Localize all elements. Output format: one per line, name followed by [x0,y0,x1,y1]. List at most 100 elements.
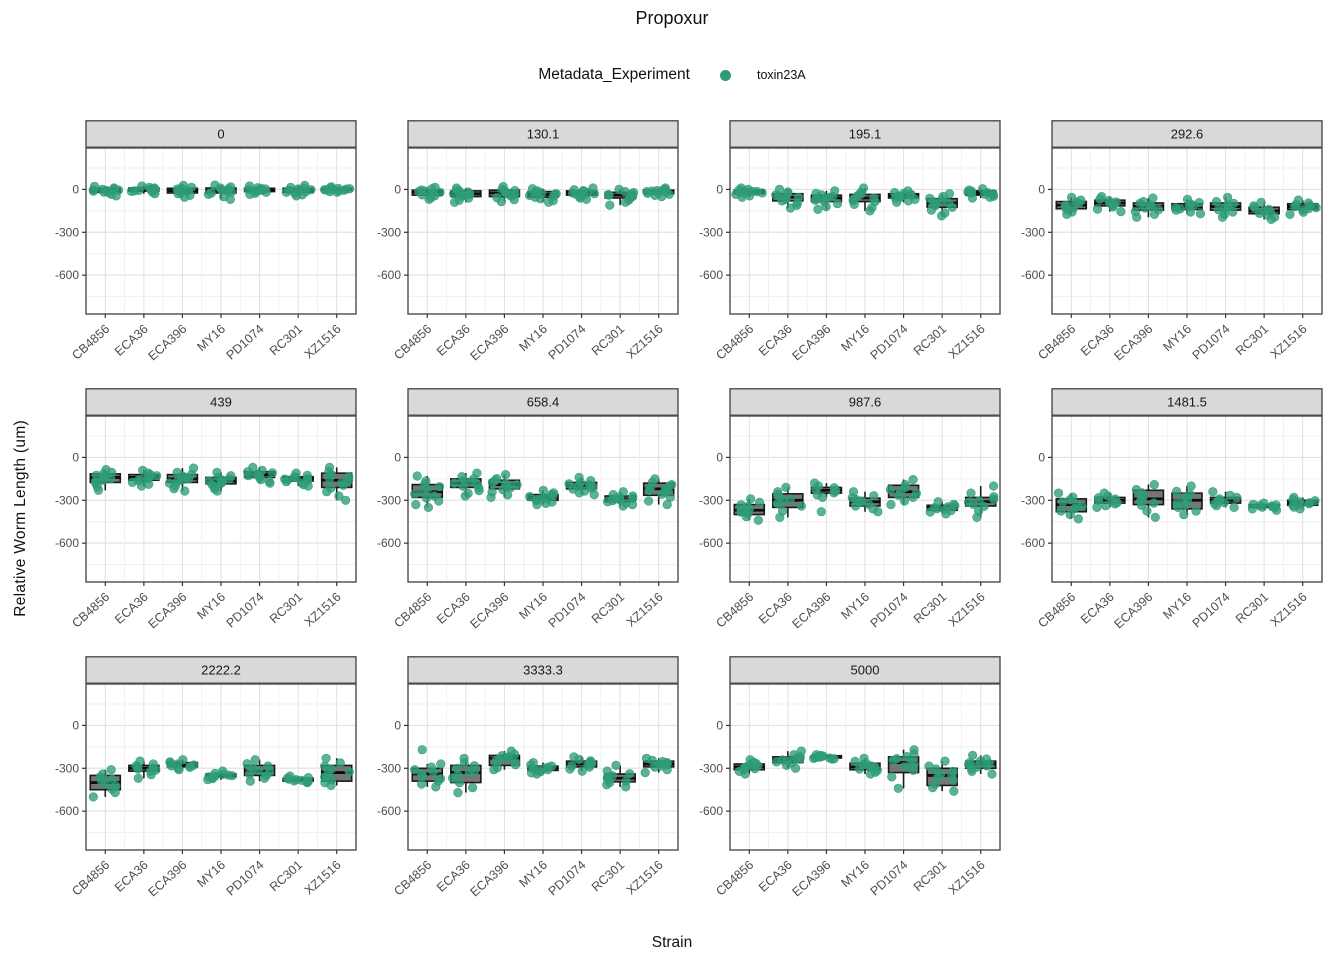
jitter-point [501,469,511,480]
y-tick-label: 0 [716,450,723,464]
jitter-point [1142,506,1152,516]
jitter-point [947,202,957,212]
jitter-point [1108,202,1118,212]
legend: Metadata_Experiment toxin23A [0,66,1344,84]
x-tick-label: RC301 [267,322,305,358]
jitter-point [785,203,796,213]
jitter-point [322,487,332,497]
jitter-point [281,477,291,487]
jitter-point [899,496,910,506]
jitter-point [1257,502,1267,512]
jitter-point [458,481,468,491]
jitter-point [625,769,635,779]
jitter-point [589,189,600,199]
jitter-point [928,783,938,793]
jitter-point [818,492,828,502]
facet-cell: 3333.3 0 -300 -600 CB4856 ECA36 ECA396 MY16 PD10… [358,656,680,916]
y-tick-label: -600 [377,804,401,818]
x-tick-label: CB4856 [391,590,434,631]
x-tick-label: ECA396 [1111,322,1155,364]
facet-cell: 0 0 -300 -600 CB4856 ECA36 ECA396 MY16 PD1074 RC3… [36,120,358,380]
facet-label: 439 [210,395,232,410]
x-tick-label: XZ1516 [302,590,344,630]
facet-label: 292.6 [1171,127,1204,142]
jitter-point [816,507,826,517]
x-tick-label: RC301 [589,322,627,358]
jitter-point [967,766,977,776]
jitter-point [795,754,805,764]
x-tick-label: MY16 [194,858,228,890]
jitter-point [565,764,575,774]
jitter-point [781,482,791,492]
jitter-point [136,481,147,491]
jitter-point [503,490,513,500]
x-tick-label: ECA396 [145,590,189,632]
jitter-point [532,769,542,779]
jitter-point [603,497,613,507]
jitter-point [454,777,465,788]
jitter-point [185,762,195,772]
jitter-point [1195,209,1206,219]
jitter-point [541,498,551,508]
jitter-point [851,501,861,511]
jitter-point [261,187,271,197]
jitter-point [453,788,463,798]
x-tick-label: CB4856 [1035,590,1078,631]
jitter-point [790,763,801,773]
x-tick-label: RC301 [1233,322,1271,358]
jitter-point [428,767,438,777]
y-tick-label: 0 [394,718,401,732]
x-tick-label: RC301 [589,858,627,894]
y-tick-label: 0 [394,182,401,196]
jitter-point [225,194,235,204]
jitter-point [832,199,843,209]
jitter-point [1149,479,1159,490]
facet-grid: 0 0 -300 -600 CB4856 ECA36 ECA396 MY16 PD1074 RC3… [36,120,1324,916]
jitter-point [908,765,918,775]
facet-cell: 987.6 0 -300 -600 CB4856 ECA36 ECA396 MY16 PD107… [680,388,1002,648]
x-tick-label: CB4856 [713,858,756,899]
y-axis-title: Relative Worm Length (um) [12,419,29,617]
x-tick-label: XZ1516 [624,322,666,362]
jitter-point [850,756,860,766]
x-tick-label: CB4856 [391,858,434,899]
jitter-point [1185,207,1196,217]
x-tick-label: PD1074 [868,590,911,631]
jitter-point [1136,500,1147,510]
x-tick-label: PD1074 [224,322,267,363]
y-tick-label: -300 [55,493,79,507]
y-tick-label: -300 [1021,493,1045,507]
facet-label: 2222.2 [201,663,241,678]
jitter-point [775,512,785,522]
jitter-point [968,499,978,509]
jitter-point [574,488,584,498]
jitter-point [985,192,995,202]
y-tick-label: -300 [377,225,401,239]
jitter-point [110,788,120,798]
jitter-point [434,496,444,506]
x-tick-label: ECA396 [467,858,511,900]
jitter-point [1179,509,1189,520]
facet-strip [729,388,1001,416]
x-tick-label: PD1074 [546,858,589,899]
jitter-point [925,507,935,517]
jitter-point [1247,504,1257,514]
x-tick-label: ECA396 [145,322,189,364]
x-tick-label: RC301 [267,858,305,894]
jitter-point [1311,202,1321,213]
jitter-point [827,754,837,764]
x-tick-label: PD1074 [868,858,911,899]
y-tick-label: -600 [55,804,79,818]
jitter-point [640,767,650,778]
y-tick-label: 0 [716,718,723,732]
jitter-point [849,199,859,209]
jitter-point [509,195,519,205]
facet-label: 130.1 [527,127,560,142]
jitter-point [335,758,345,768]
jitter-point [771,757,782,767]
jitter-point [937,211,947,221]
jitter-point [577,766,587,776]
